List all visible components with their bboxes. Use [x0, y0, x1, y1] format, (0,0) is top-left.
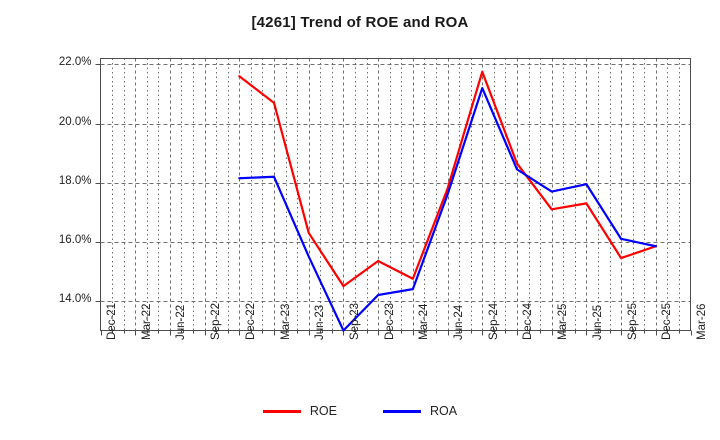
x-axis-tick-label: Dec-22 [244, 302, 257, 340]
x-axis-tick-label: Dec-23 [383, 302, 396, 340]
plot-frame [100, 58, 691, 331]
legend-label: ROA [430, 404, 458, 418]
series-line-roa [238, 86, 657, 332]
legend-item-roa[interactable]: ROA [383, 404, 457, 418]
y-axis-tick-label: 20.0% [58, 115, 92, 128]
x-axis-tick-label: Sep-22 [210, 302, 223, 340]
legend-line-swatch [383, 409, 421, 413]
y-axis-tick-label: 18.0% [58, 174, 92, 187]
x-axis-tick-label: Jun-23 [314, 304, 327, 340]
legend-item-roe[interactable]: ROE [262, 404, 337, 418]
axis-ticks [95, 64, 692, 336]
legend-line-swatch [262, 409, 301, 413]
y-axis-tick-label: 14.0% [58, 292, 92, 305]
x-axis-tick-label: Mar-25 [557, 303, 570, 340]
x-axis-tick-label: Dec-21 [106, 302, 118, 340]
y-axis-tick-label: 16.0% [58, 233, 92, 246]
y-axis-tick-label: 22.0% [58, 56, 92, 69]
legend-label: ROE [309, 404, 337, 418]
gridlines [100, 58, 691, 331]
data-series [238, 70, 657, 332]
page-title: [4261] Trend of ROE and ROA [251, 14, 469, 31]
x-axis-tick-label: Mar-23 [279, 303, 292, 340]
x-axis-tick-label: Sep-25 [626, 302, 639, 340]
series-line-roe [238, 70, 657, 288]
x-axis-tick-label: Dec-25 [661, 302, 674, 340]
x-axis-tick-label: Mar-22 [140, 303, 153, 340]
x-axis-tick-label: Mar-26 [696, 303, 708, 340]
x-axis-tick-label: Sep-23 [348, 302, 361, 340]
x-axis-tick-label: Mar-24 [418, 303, 431, 340]
x-axis-tick-label: Sep-24 [487, 302, 500, 340]
chart-legend: ROE ROA [0, 404, 720, 418]
x-axis-tick-label: Dec-24 [522, 302, 535, 340]
x-axis-tick-label: Jun-24 [453, 304, 466, 340]
x-axis-tick-label: Jun-22 [175, 304, 188, 340]
x-axis-tick-label: Jun-25 [591, 304, 604, 340]
